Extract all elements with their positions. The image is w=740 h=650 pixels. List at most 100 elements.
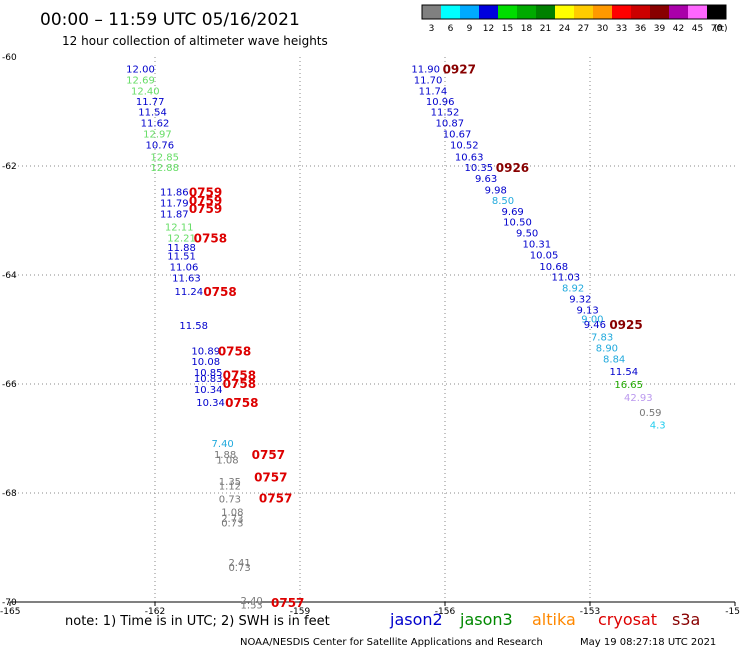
color-scale-label: 70: [711, 24, 723, 34]
x-tick-label: -165: [0, 607, 20, 617]
credit-text: NOAA/NESDIS Center for Satellite Applica…: [240, 637, 543, 648]
wave-height-value: 11.63: [172, 273, 201, 284]
y-tick-label: -66: [2, 380, 17, 390]
pass-time-label: 0926: [496, 161, 529, 175]
y-tick-label: -70: [2, 598, 17, 608]
wave-height-value: 10.52: [450, 140, 479, 151]
wave-height-value: 10.08: [191, 357, 220, 368]
wave-height-value: 12.88: [150, 163, 179, 174]
wave-height-value: 11.79: [160, 199, 189, 210]
legend-jason3: jason3: [459, 610, 513, 629]
color-scale-label: 30: [597, 24, 609, 34]
color-scale-swatch: [593, 5, 612, 19]
color-scale-label: 45: [692, 24, 703, 34]
color-scale-label: 6: [448, 24, 454, 34]
wave-height-value: 2.40: [241, 596, 263, 607]
wave-height-value: 1.08: [216, 455, 238, 466]
color-scale-swatch: [707, 5, 726, 19]
wave-height-value: 10.87: [436, 118, 465, 129]
wave-height-value: 1.35: [219, 477, 241, 488]
wave-height-value: 11.86: [160, 188, 189, 199]
wave-height-value: 7.40: [212, 439, 234, 450]
wave-height-value: 11.54: [138, 108, 167, 119]
wave-height-value: 2.73: [221, 514, 243, 525]
wave-height-value: 12.40: [131, 86, 160, 97]
wave-height-value: 9.46: [584, 320, 606, 331]
wave-height-value: 10.34: [194, 385, 223, 396]
color-scale-label: 42: [673, 24, 684, 34]
color-scale-label: 21: [540, 24, 551, 34]
pass-time-label: 0757: [271, 596, 304, 610]
color-scale-label: 3: [429, 24, 435, 34]
wave-height-value: 12.11: [165, 223, 194, 234]
x-tick-label: -162: [145, 607, 165, 617]
timestamp-text: May 19 08:27:18 UTC 2021: [580, 637, 716, 648]
pass-time-label: 0758: [203, 285, 236, 299]
wave-height-value: 0.73: [221, 519, 243, 530]
wave-height-value: 9.50: [516, 229, 538, 240]
x-tick-label: -153: [580, 607, 600, 617]
color-scale-swatch: [422, 5, 441, 19]
color-scale-label: 9: [467, 24, 473, 34]
color-scale-label: 15: [502, 24, 513, 34]
color-scale-swatch: [631, 5, 650, 19]
color-scale-swatch: [574, 5, 593, 19]
wave-height-value: 4.3: [650, 420, 666, 431]
color-scale-swatch: [460, 5, 479, 19]
pass-time-label: 0758: [223, 368, 256, 382]
color-scale-swatch: [669, 5, 688, 19]
wave-height-value: 10.63: [455, 152, 484, 163]
color-scale-label: 24: [559, 24, 571, 34]
pass-time-label: 0758: [223, 377, 256, 391]
wave-height-value: 12.97: [143, 129, 172, 140]
pass-time-label: 0759: [189, 186, 222, 200]
y-tick-label: -64: [2, 271, 17, 281]
wave-height-value: 10.85: [194, 368, 223, 379]
legend-s3a: s3a: [672, 610, 700, 629]
wave-height-value: 9.69: [502, 207, 524, 218]
pass-time-label: 0925: [609, 318, 642, 332]
y-tick-label: -62: [2, 162, 17, 172]
y-tick-label: -60: [2, 53, 17, 63]
wave-height-value: 1.53: [241, 600, 263, 611]
wave-height-value: 9.32: [569, 295, 591, 306]
wave-height-value: 11.62: [141, 118, 170, 129]
legend-altika: altika: [532, 610, 576, 629]
color-scale-swatch: [441, 5, 460, 19]
wave-height-value: 42.93: [624, 393, 653, 404]
wave-height-value: 10.05: [530, 250, 559, 261]
pass-time-label: 0759: [189, 202, 222, 216]
wave-height-value: 9.98: [485, 186, 507, 197]
wave-height-value: 10.76: [146, 140, 175, 151]
color-scale-swatch: [688, 5, 707, 19]
wave-height-value: 9.63: [475, 174, 497, 185]
legend-jason2: jason2: [389, 610, 443, 629]
wave-height-value: 11.06: [170, 262, 199, 273]
wave-height-value: 16.65: [614, 380, 643, 391]
pass-time-label: 0758: [218, 344, 251, 358]
wave-height-value: 11.58: [179, 321, 208, 332]
wave-height-value: 11.52: [431, 108, 460, 119]
wave-height-value: 1.08: [221, 508, 243, 519]
wave-height-value: 0.73: [219, 495, 241, 506]
wave-height-value: 9.13: [576, 305, 598, 316]
color-scale-swatch: [536, 5, 555, 19]
wave-height-value: 8.90: [596, 344, 618, 355]
pass-time-label: 0758: [225, 396, 258, 410]
wave-height-value: 11.51: [167, 251, 196, 262]
wave-height-value: 10.67: [443, 129, 472, 140]
satellite-legend: jason2 jason3 altika cryosat s3a: [389, 610, 700, 629]
wave-height-value: 10.50: [503, 218, 532, 229]
chart-subtitle: 12 hour collection of altimeter wave hei…: [62, 34, 328, 48]
wave-height-value: 11.54: [610, 367, 639, 378]
wave-height-value: 11.90: [411, 65, 440, 76]
color-scale-swatch: [555, 5, 574, 19]
wave-height-value: 11.87: [160, 210, 189, 221]
color-scale-label: 27: [578, 24, 589, 34]
legend-cryosat: cryosat: [598, 610, 657, 629]
color-scale-swatch: [612, 5, 631, 19]
color-scale-label: 36: [635, 24, 647, 34]
color-scale: 3 6 9 12 15 18 21 24 27 30 33 36 39 42 45 70(ft): [421, 4, 728, 34]
color-scale-label: 33: [616, 24, 627, 34]
